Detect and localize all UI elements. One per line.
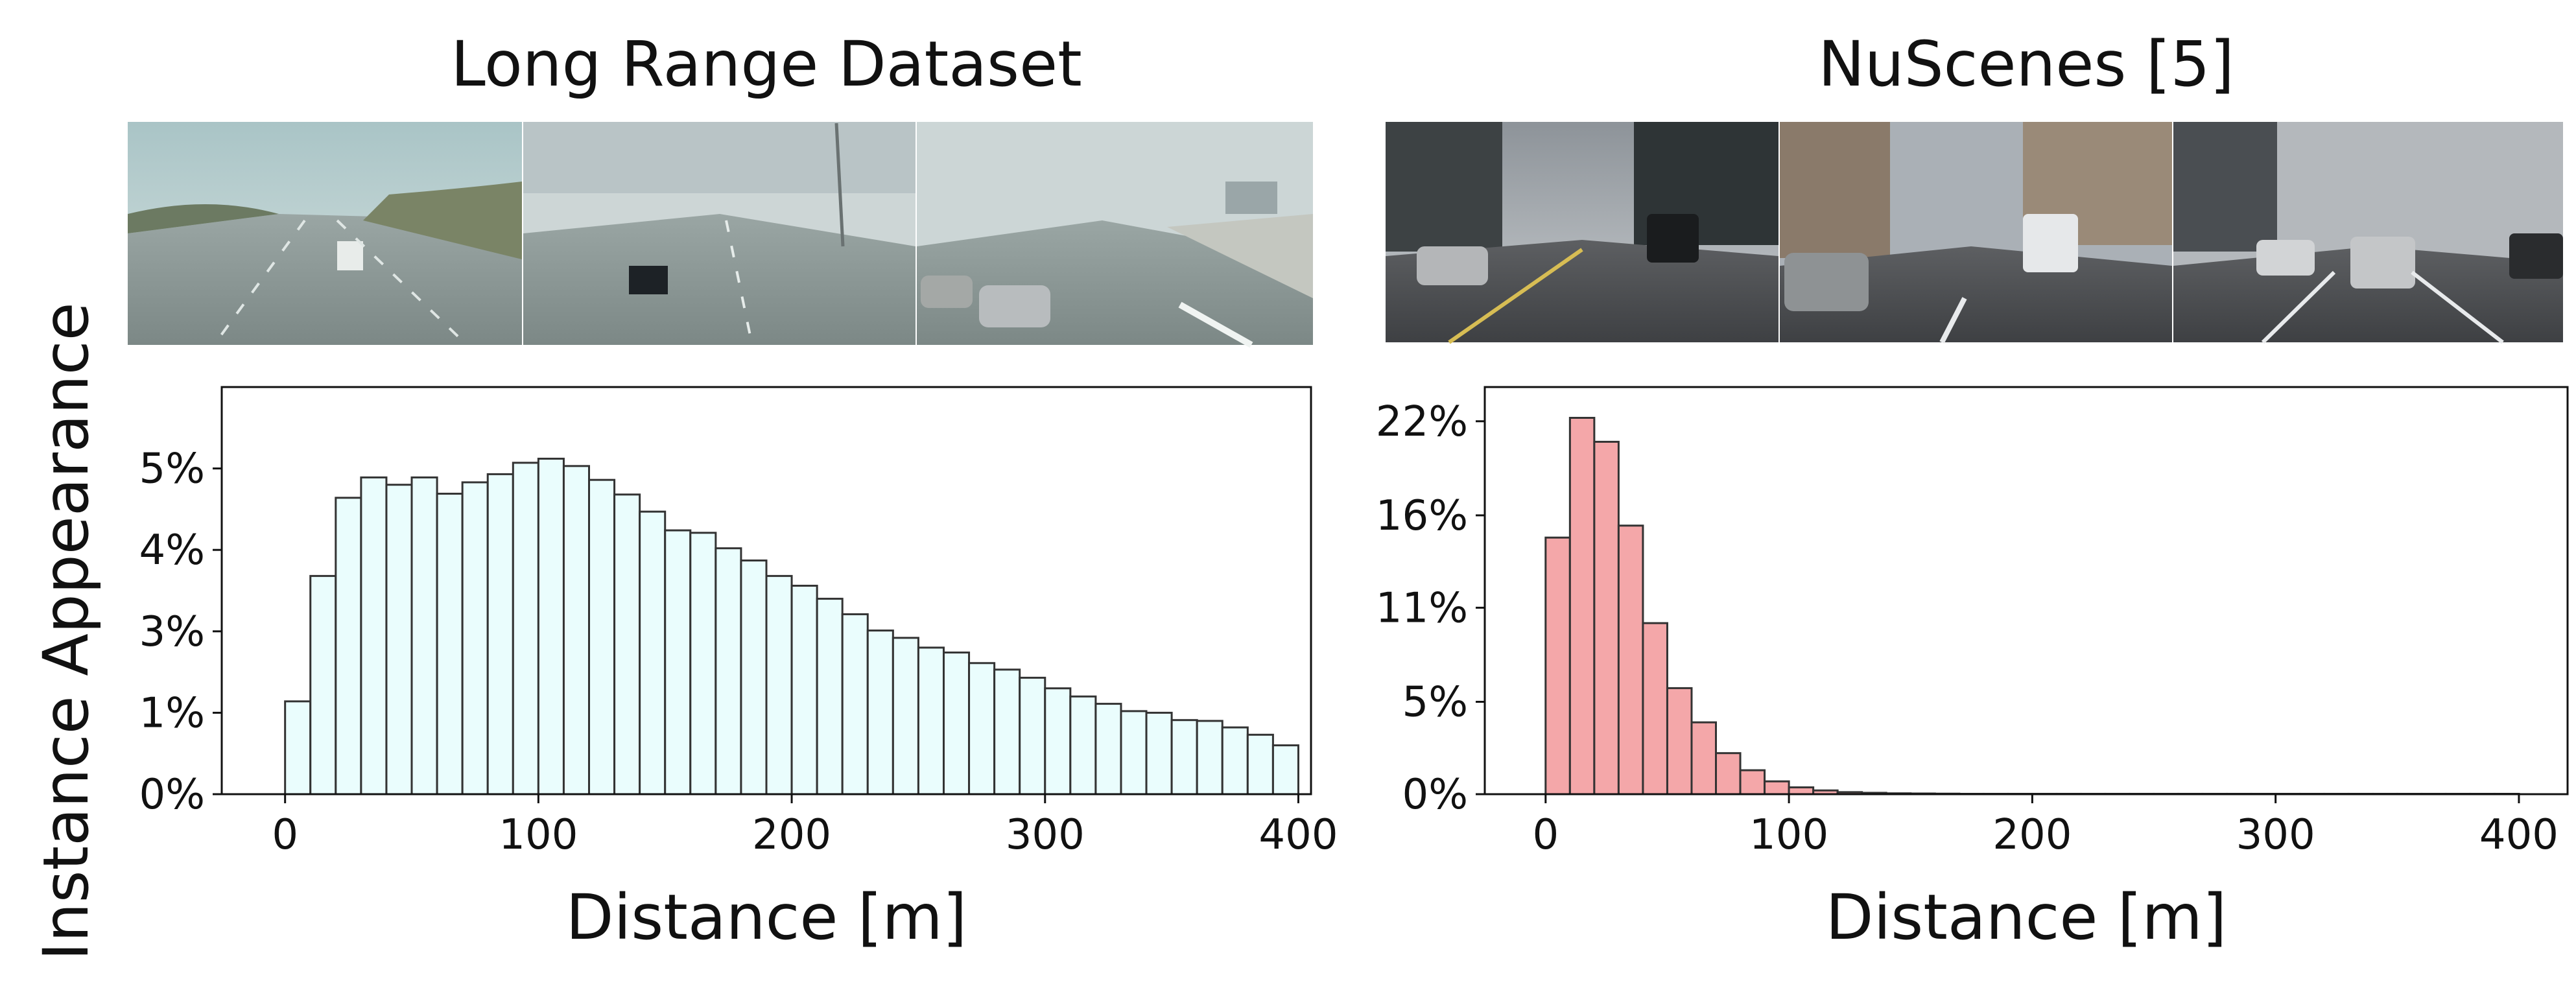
histogram-bar-long-range xyxy=(1120,710,1148,795)
histogram-bar-long-range xyxy=(1196,720,1223,795)
histogram-bar-long-range xyxy=(385,484,413,795)
x-tick-label: 0 xyxy=(272,811,298,859)
histogram-bar-nuscenes xyxy=(1715,752,1742,795)
histogram-bar-long-range xyxy=(1145,711,1173,795)
histogram-bar-long-range xyxy=(1170,719,1198,795)
histogram-bar-long-range xyxy=(968,662,996,795)
histogram-bar-long-range xyxy=(942,651,971,795)
plot-frame-long-range xyxy=(220,386,1312,795)
histogram-bar-long-range xyxy=(284,700,312,795)
histogram-bar-long-range xyxy=(664,529,692,795)
histogram-bar-long-range xyxy=(689,532,717,795)
y-axis-label: Instance Appearance xyxy=(30,302,102,960)
histogram-bar-long-range xyxy=(360,476,388,795)
histogram-bar-long-range xyxy=(537,458,565,795)
histogram-bar-long-range xyxy=(639,510,667,795)
plot-frame-nuscenes xyxy=(1483,386,2569,795)
histogram-bar-long-range xyxy=(461,481,489,795)
y-tick-label: 22% xyxy=(1376,398,1468,446)
photo-strip-long-range xyxy=(128,122,1313,348)
histogram-bar-nuscenes xyxy=(1593,440,1620,795)
histogram-bar-long-range xyxy=(410,476,438,795)
panel-title-nuscenes: NuScenes [5] xyxy=(1818,28,2234,100)
histogram-bar-long-range xyxy=(1221,726,1249,795)
y-tick-label: 11% xyxy=(1376,584,1468,632)
histogram-bar-nuscenes xyxy=(1739,769,1766,795)
y-tick-label: 0% xyxy=(139,771,205,819)
histogram-bar-long-range xyxy=(917,646,945,795)
histogram-bar-nuscenes xyxy=(1666,687,1693,795)
histogram-bar-long-range xyxy=(486,473,514,795)
histogram-bar-long-range xyxy=(993,668,1021,795)
histogram-bar-long-range xyxy=(588,478,616,795)
x-tick-label: 300 xyxy=(2236,811,2315,859)
y-tick-label: 1% xyxy=(139,689,205,737)
city-photo-1 xyxy=(1386,122,1778,344)
histogram-bar-long-range xyxy=(1019,676,1046,795)
x-tick-label: 0 xyxy=(1532,811,1559,859)
histogram-bar-nuscenes xyxy=(1788,786,1815,795)
highway-photo-2 xyxy=(523,122,916,346)
histogram-bar-nuscenes xyxy=(1642,622,1668,795)
y-tick-label: 5% xyxy=(1402,679,1468,727)
x-tick-label: 400 xyxy=(1258,811,1338,859)
photo-strip-nuscenes xyxy=(1386,122,2563,344)
histogram-bar-long-range xyxy=(1094,703,1122,795)
city-photo-2 xyxy=(1780,122,2172,344)
y-tick-label: 4% xyxy=(139,526,205,574)
histogram-bar-long-range xyxy=(715,547,742,795)
histogram-bar-nuscenes xyxy=(1690,721,1718,795)
y-tick-label: 0% xyxy=(1402,771,1468,819)
histogram-bar-long-range xyxy=(866,630,894,795)
city-photo-3 xyxy=(2173,122,2563,344)
x-tick-label: 400 xyxy=(2479,811,2558,859)
histogram-bar-long-range xyxy=(1069,695,1097,795)
chart-long-range: 0 100 200 300 400 0% 1% 3% 4% 5% Distance [m] xyxy=(139,386,1338,954)
histogram-bar-nuscenes xyxy=(1568,416,1596,795)
x-tick-label: 100 xyxy=(1749,811,1828,859)
histogram-bar-long-range xyxy=(436,493,464,795)
x-tick-label: 200 xyxy=(1992,811,2072,859)
x-axis-label-long-range: Distance [m] xyxy=(566,881,967,954)
histogram-bar-nuscenes xyxy=(1764,780,1790,795)
x-axis-label-nuscenes: Distance [m] xyxy=(1826,881,2227,954)
y-tick-label: 5% xyxy=(139,445,205,493)
histogram-bar-long-range xyxy=(613,493,641,795)
x-tick-label: 100 xyxy=(499,811,578,859)
histogram-bar-long-range xyxy=(1271,744,1299,795)
histogram-bar-long-range xyxy=(1246,733,1274,795)
panel-title-long-range: Long Range Dataset xyxy=(451,28,1082,100)
chart-nuscenes: 0 100 200 300 400 0% 5% 11% 16% 22% Distance [m] xyxy=(1376,386,2569,954)
histogram-bar-long-range xyxy=(562,465,591,795)
histogram-bar-long-range xyxy=(765,574,793,795)
y-tick-label: 16% xyxy=(1376,492,1468,540)
histogram-bar-long-range xyxy=(335,497,362,795)
highway-photo-1 xyxy=(128,122,522,346)
highway-photo-3 xyxy=(917,122,1313,348)
histogram-bar-long-range xyxy=(816,598,844,795)
histogram-bar-long-range xyxy=(740,559,768,795)
histogram-bar-long-range xyxy=(790,584,818,795)
x-tick-label: 200 xyxy=(752,811,831,859)
histogram-bar-long-range xyxy=(512,462,539,795)
histogram-bar-long-range xyxy=(892,637,919,795)
y-tick-label: 3% xyxy=(139,608,205,656)
histogram-bar-nuscenes xyxy=(1617,524,1644,795)
histogram-bar-nuscenes xyxy=(1544,536,1571,795)
x-tick-label: 300 xyxy=(1006,811,1085,859)
histogram-bar-long-range xyxy=(309,574,337,795)
histogram-bar-long-range xyxy=(1044,687,1072,795)
histogram-bar-long-range xyxy=(841,613,869,795)
